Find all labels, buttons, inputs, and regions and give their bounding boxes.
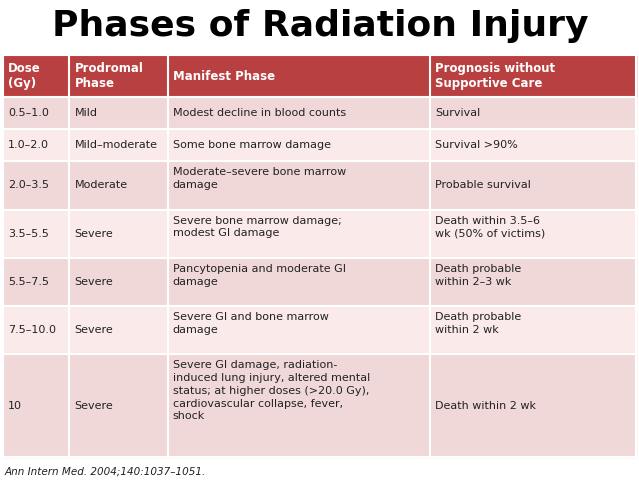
Text: Dose
(Gy): Dose (Gy) (8, 62, 41, 90)
Text: Some bone marrow damage: Some bone marrow damage (173, 140, 330, 150)
Bar (3, 306, 636, 354)
Text: Severe: Severe (75, 401, 113, 410)
Text: 5.5–7.5: 5.5–7.5 (8, 277, 49, 287)
Text: Ann Intern Med. 2004;140:1037–1051.: Ann Intern Med. 2004;140:1037–1051. (5, 467, 206, 477)
Text: 0.5–1.0: 0.5–1.0 (8, 108, 49, 118)
Text: Pancytopenia and moderate GI
damage: Pancytopenia and moderate GI damage (173, 264, 346, 287)
Text: Mild–moderate: Mild–moderate (75, 140, 157, 150)
Text: 7.5–10.0: 7.5–10.0 (8, 325, 56, 335)
Text: Severe GI and bone marrow
damage: Severe GI and bone marrow damage (173, 312, 328, 335)
Text: 10: 10 (8, 401, 22, 410)
Bar (3, 258, 636, 306)
Text: Survival: Survival (435, 108, 481, 118)
Bar (3, 55, 636, 97)
Bar (3, 97, 636, 129)
Text: Death within 2 wk: Death within 2 wk (435, 401, 536, 410)
Bar (3, 209, 636, 258)
Text: Severe GI damage, radiation-
induced lung injury, altered mental
status; at high: Severe GI damage, radiation- induced lun… (173, 360, 370, 421)
Text: Phases of Radiation Injury: Phases of Radiation Injury (52, 9, 589, 43)
Text: Death within 3.5–6
wk (50% of victims): Death within 3.5–6 wk (50% of victims) (435, 216, 546, 238)
Text: Modest decline in blood counts: Modest decline in blood counts (173, 108, 346, 118)
Text: Moderate–severe bone marrow
damage: Moderate–severe bone marrow damage (173, 168, 346, 190)
Text: Moderate: Moderate (75, 180, 128, 191)
Bar (3, 129, 636, 161)
Text: Prodromal
Phase: Prodromal Phase (75, 62, 143, 90)
Text: Death probable
within 2–3 wk: Death probable within 2–3 wk (435, 264, 521, 287)
Text: Survival >90%: Survival >90% (435, 140, 518, 150)
Text: 3.5–5.5: 3.5–5.5 (8, 228, 49, 239)
Text: Probable survival: Probable survival (435, 180, 531, 191)
Text: Severe bone marrow damage;
modest GI damage: Severe bone marrow damage; modest GI dam… (173, 216, 341, 238)
Text: 1.0–2.0: 1.0–2.0 (8, 140, 49, 150)
Text: Severe: Severe (75, 325, 113, 335)
Text: Severe: Severe (75, 228, 113, 239)
Bar (3, 354, 636, 457)
Text: Manifest Phase: Manifest Phase (173, 70, 275, 83)
Bar (3, 55, 636, 457)
Text: 2.0–3.5: 2.0–3.5 (8, 180, 49, 191)
Text: Mild: Mild (75, 108, 98, 118)
Text: Death probable
within 2 wk: Death probable within 2 wk (435, 312, 521, 335)
Text: Prognosis without
Supportive Care: Prognosis without Supportive Care (435, 62, 555, 90)
Text: Severe: Severe (75, 277, 113, 287)
Bar (3, 161, 636, 209)
